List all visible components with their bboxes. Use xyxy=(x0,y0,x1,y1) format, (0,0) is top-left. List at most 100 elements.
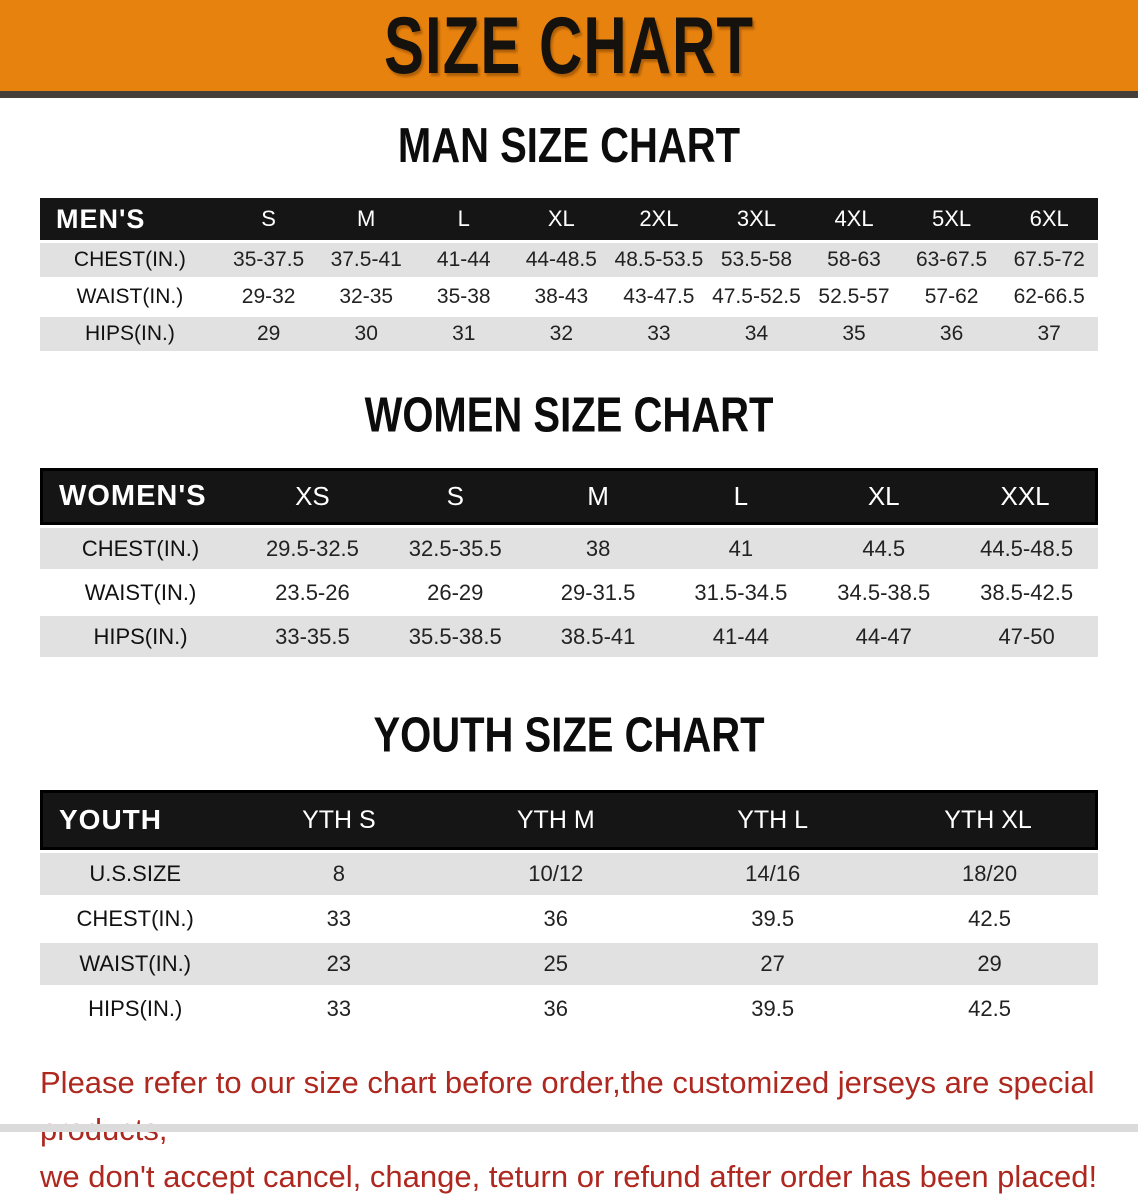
size-value: 29-32 xyxy=(219,280,318,314)
mens-header-row: MEN'S S M L XL 2XL 3XL 4XL 5XL 6XL xyxy=(40,198,1098,240)
size-value: 32 xyxy=(512,317,611,351)
measurement-row: WAIST(IN.) 29-32 32-35 35-38 38-43 43-47.5 47.… xyxy=(40,280,1098,314)
size-value: 31.5-34.5 xyxy=(669,572,813,613)
size-value: 33 xyxy=(610,317,708,351)
size-value: 8 xyxy=(230,853,448,895)
size-value: 41 xyxy=(669,528,813,569)
womens-table-body: CHEST(IN.) 29.5-32.5 32.5-35.5 38 41 44.5 44.5… xyxy=(40,528,1098,657)
size-value: 48.5-53.5 xyxy=(610,243,708,277)
size-value: 41-44 xyxy=(669,616,813,657)
size-value: 38-43 xyxy=(512,280,611,314)
size-value: 36 xyxy=(447,898,665,940)
size-value: 67.5-72 xyxy=(1000,243,1098,277)
size-value: 10/12 xyxy=(447,853,665,895)
size-value: 29.5-32.5 xyxy=(241,528,384,569)
measurement-row: HIPS(IN.) 29 30 31 32 33 34 35 36 37 xyxy=(40,317,1098,351)
size-value: 33 xyxy=(230,898,448,940)
size-column-header: 6XL xyxy=(1000,198,1098,240)
women-section-title: WOMEN SIZE CHART xyxy=(364,389,774,443)
size-value: 33-35.5 xyxy=(241,616,384,657)
size-value: 53.5-58 xyxy=(707,243,806,277)
size-column-header: S xyxy=(219,198,318,240)
size-value: 32.5-35.5 xyxy=(383,528,527,569)
size-value: 35-38 xyxy=(414,280,513,314)
size-value: 35.5-38.5 xyxy=(383,616,527,657)
size-column-header: YTH S xyxy=(230,790,448,850)
size-column-header: YTH XL xyxy=(881,790,1098,850)
size-value: 25 xyxy=(447,943,665,985)
youth-section-title: YOUTH SIZE CHART xyxy=(373,709,765,763)
size-value: 37 xyxy=(1000,317,1098,351)
size-column-header: 5XL xyxy=(902,198,1001,240)
size-column-header: 3XL xyxy=(707,198,806,240)
size-value: 29 xyxy=(881,943,1098,985)
size-value: 35-37.5 xyxy=(219,243,318,277)
size-value: 23.5-26 xyxy=(241,572,384,613)
measurement-label: U.S.SIZE xyxy=(40,853,231,895)
mens-size-table: MEN'S S M L XL 2XL 3XL 4XL 5XL 6XL CHEST(IN.) 35-3… xyxy=(40,195,1098,354)
size-value: 29-31.5 xyxy=(526,572,670,613)
size-value: 23 xyxy=(230,943,448,985)
table-corner-label: YOUTH xyxy=(40,790,231,850)
measurement-label: HIPS(IN.) xyxy=(40,317,220,351)
measurement-label: CHEST(IN.) xyxy=(40,528,242,569)
size-value: 44-48.5 xyxy=(512,243,611,277)
man-section-title: MAN SIZE CHART xyxy=(397,119,741,173)
size-value: 14/16 xyxy=(664,853,882,895)
disclaimer-line-2: we don't accept cancel, change, teturn o… xyxy=(40,1159,1098,1194)
size-column-header: M xyxy=(317,198,415,240)
measurement-label: HIPS(IN.) xyxy=(40,616,242,657)
size-value: 27 xyxy=(664,943,882,985)
size-value: 42.5 xyxy=(881,988,1098,1030)
size-column-header: 4XL xyxy=(805,198,903,240)
size-value: 34.5-38.5 xyxy=(812,572,956,613)
measurement-label: WAIST(IN.) xyxy=(40,280,220,314)
bottom-edge-strip xyxy=(0,1124,1138,1132)
size-value: 44.5-48.5 xyxy=(955,528,1098,569)
size-value: 38.5-41 xyxy=(526,616,670,657)
measurement-row: HIPS(IN.) 33 36 39.5 42.5 xyxy=(40,988,1098,1030)
size-value: 36 xyxy=(447,988,665,1030)
size-value: 39.5 xyxy=(664,988,882,1030)
size-value: 29 xyxy=(219,317,318,351)
measurement-row: CHEST(IN.) 29.5-32.5 32.5-35.5 38 41 44.5 44.5… xyxy=(40,528,1098,569)
size-column-header: M xyxy=(526,468,670,525)
size-value: 32-35 xyxy=(317,280,415,314)
size-column-header: L xyxy=(669,468,813,525)
measurement-label: WAIST(IN.) xyxy=(40,943,231,985)
womens-header-row: WOMEN'S XS S M L XL XXL xyxy=(40,468,1098,525)
measurement-label: CHEST(IN.) xyxy=(40,898,231,940)
banner-title: SIZE CHART xyxy=(384,0,754,91)
size-value: 39.5 xyxy=(664,898,882,940)
size-value: 57-62 xyxy=(902,280,1001,314)
size-column-header: XXL xyxy=(955,468,1098,525)
size-value: 62-66.5 xyxy=(1000,280,1098,314)
size-value: 30 xyxy=(317,317,415,351)
size-value: 52.5-57 xyxy=(805,280,903,314)
size-value: 44-47 xyxy=(812,616,956,657)
size-column-header: L xyxy=(414,198,513,240)
size-value: 41-44 xyxy=(414,243,513,277)
youth-size-table: YOUTH YTH S YTH M YTH L YTH XL U.S.SIZE 8 10/1… xyxy=(40,787,1098,1033)
measurement-row: WAIST(IN.) 23 25 27 29 xyxy=(40,943,1098,985)
size-column-header: YTH M xyxy=(447,790,665,850)
size-value: 38 xyxy=(526,528,670,569)
size-value: 47.5-52.5 xyxy=(707,280,806,314)
size-column-header: S xyxy=(383,468,527,525)
disclaimer-line-1: Please refer to our size chart before or… xyxy=(40,1065,1095,1147)
youth-table-body: U.S.SIZE 8 10/12 14/16 18/20 CHEST(IN.) 33 36 39… xyxy=(40,853,1098,1030)
size-value: 44.5 xyxy=(812,528,956,569)
size-value: 43-47.5 xyxy=(610,280,708,314)
size-value: 42.5 xyxy=(881,898,1098,940)
size-column-header: YTH L xyxy=(664,790,882,850)
table-corner-label: MEN'S xyxy=(40,198,220,240)
size-value: 34 xyxy=(707,317,806,351)
measurement-label: HIPS(IN.) xyxy=(40,988,231,1030)
measurement-row: HIPS(IN.) 33-35.5 35.5-38.5 38.5-41 41-44 44-… xyxy=(40,616,1098,657)
measurement-row: WAIST(IN.) 23.5-26 26-29 29-31.5 31.5-34.5 34… xyxy=(40,572,1098,613)
size-column-header: XL xyxy=(812,468,956,525)
measurement-row: CHEST(IN.) 35-37.5 37.5-41 41-44 44-48.5 48.5… xyxy=(40,243,1098,277)
size-column-header: 2XL xyxy=(610,198,708,240)
size-value: 35 xyxy=(805,317,903,351)
size-value: 26-29 xyxy=(383,572,527,613)
